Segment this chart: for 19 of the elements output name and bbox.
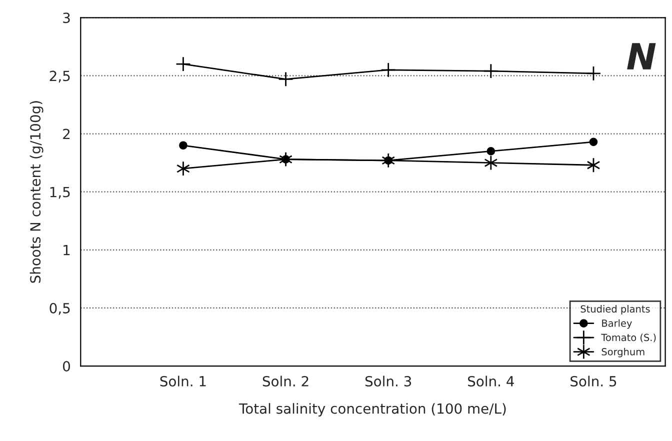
- x-tick-label: Soln. 3: [365, 376, 412, 387]
- x-tick-label: Soln. 1: [160, 376, 206, 387]
- x-tick-label: Soln. 4: [468, 376, 514, 387]
- y-tick-label: 1: [64, 245, 70, 256]
- legend-label: Barley: [602, 319, 632, 329]
- y-axis-title: Shoots N content (g/100g): [30, 101, 44, 283]
- x-tick-label: Soln. 2: [262, 376, 308, 387]
- y-tick-label: 1,5: [50, 186, 70, 199]
- y-tick-label: 3: [63, 12, 70, 24]
- y-tick-label: 0: [62, 361, 70, 372]
- legend-label: Tomato (S.): [601, 334, 656, 342]
- legend-title: Studied plants: [580, 305, 650, 314]
- y-tick-label: 2: [63, 128, 70, 140]
- x-tick-label: Soln. 5: [570, 376, 616, 387]
- annotation: N: [627, 43, 656, 70]
- legend-label: Sorghum: [602, 348, 644, 358]
- y-tick-label: 0,5: [50, 302, 70, 315]
- x-axis-title: Total salinity concentration (100 me/L): [238, 403, 506, 417]
- y-tick-label: 2,5: [50, 70, 70, 83]
